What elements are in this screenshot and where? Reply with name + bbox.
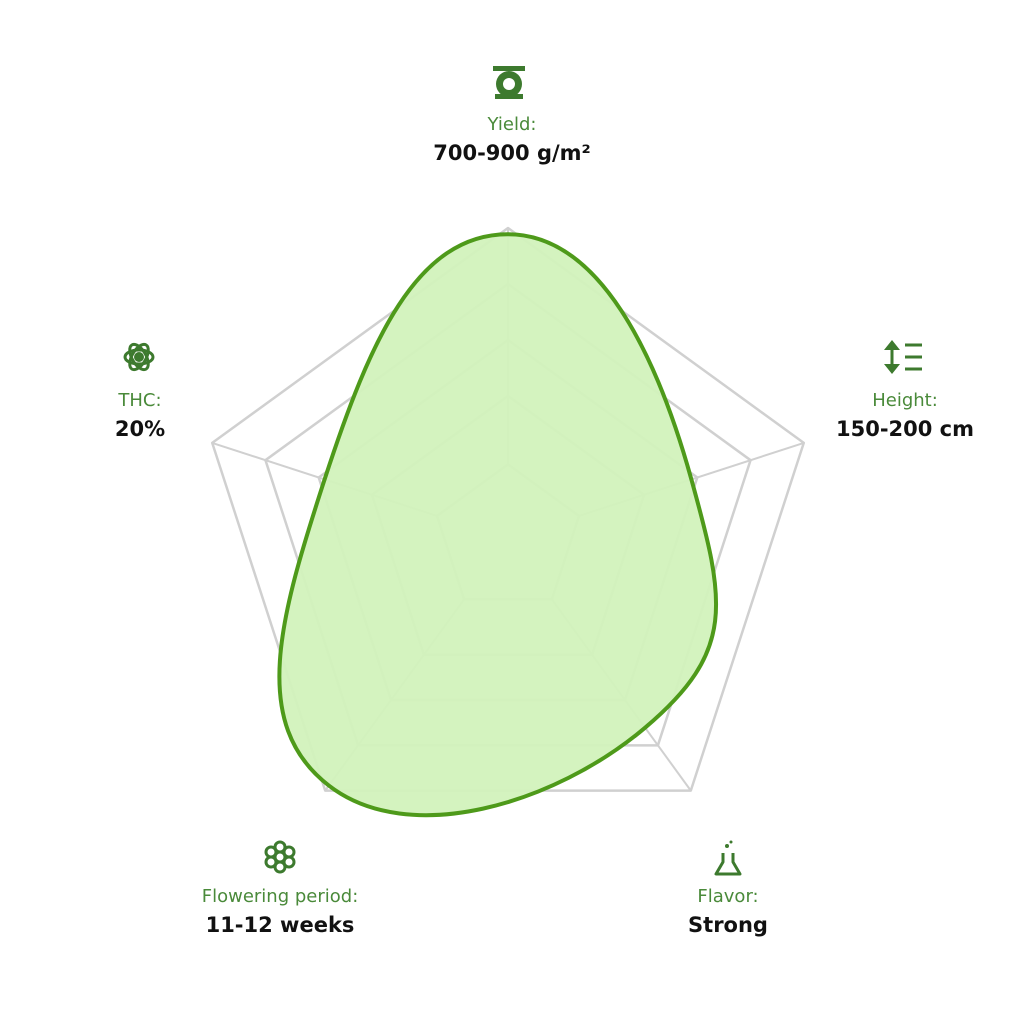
radar-area bbox=[277, 232, 719, 818]
category-detail: 11-12 weeks bbox=[206, 913, 355, 937]
category-detail: 700-900 g/m² bbox=[433, 141, 590, 165]
category-label: Yield: bbox=[487, 114, 537, 135]
height-icon bbox=[884, 340, 922, 374]
flavor-icon bbox=[714, 840, 742, 876]
thc-icon bbox=[123, 342, 155, 372]
category-label: Flavor: bbox=[697, 886, 758, 907]
yield-icon bbox=[493, 66, 525, 99]
category-label: THC: bbox=[117, 390, 161, 411]
category-detail: 20% bbox=[115, 417, 165, 441]
data-layer bbox=[277, 232, 719, 818]
flower-icon bbox=[264, 840, 296, 874]
category-detail: 150-200 cm bbox=[836, 417, 974, 441]
category-detail: Strong bbox=[688, 913, 768, 937]
category-label: Flowering period: bbox=[202, 886, 359, 907]
category-label: Height: bbox=[872, 390, 938, 411]
